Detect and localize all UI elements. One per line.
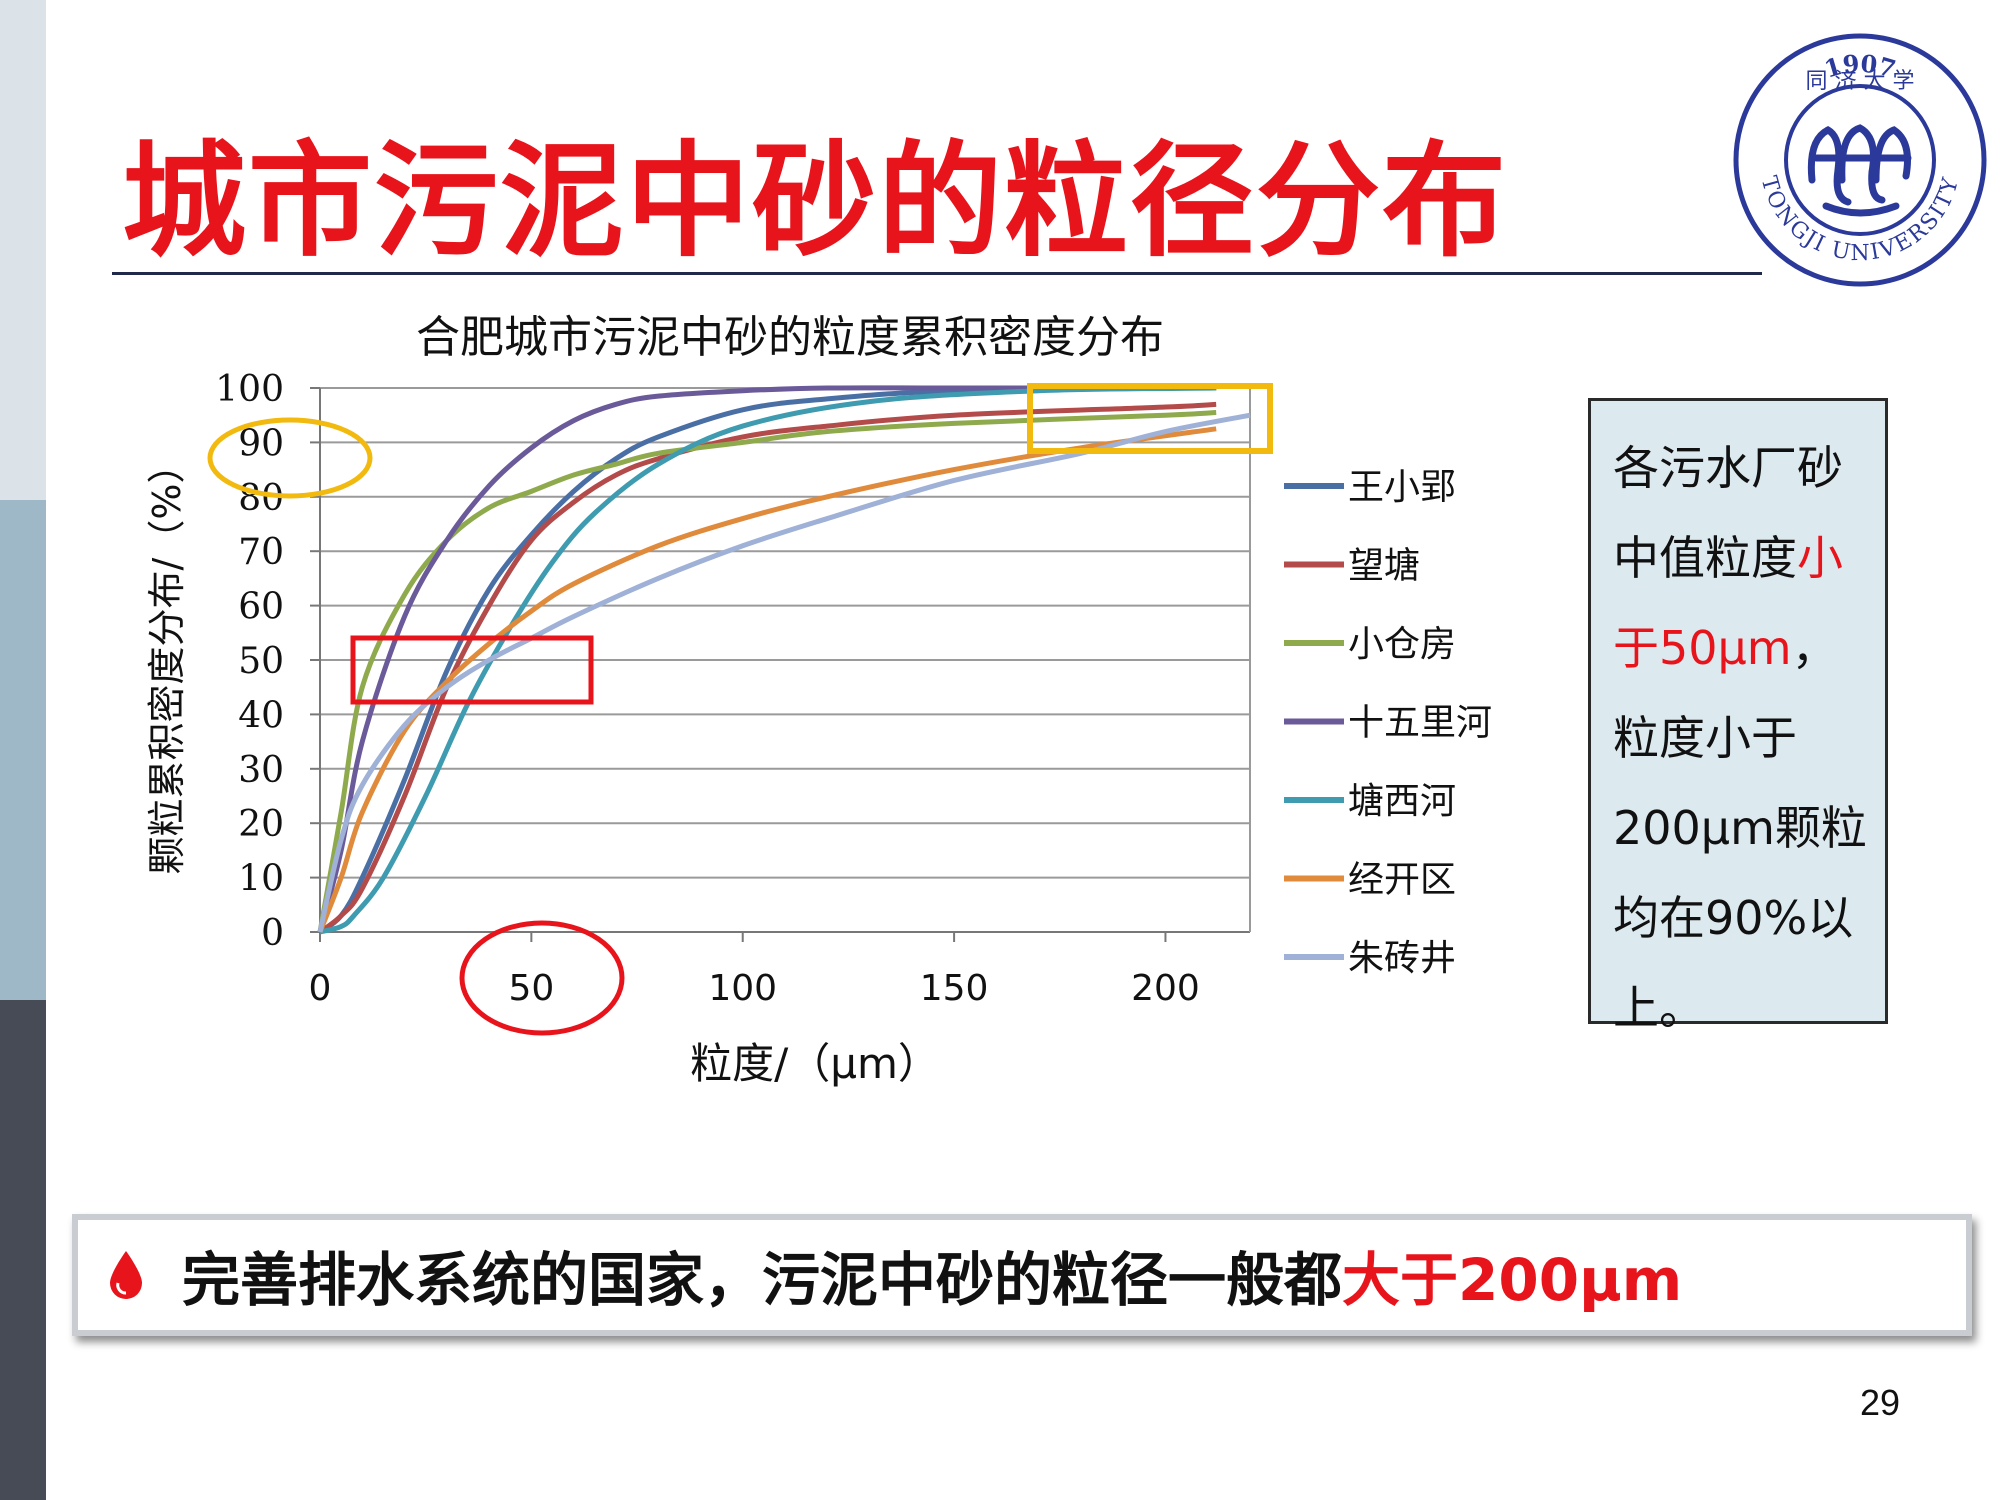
legend-label: 经开区	[1348, 860, 1456, 901]
note-text: 200μm颗粒	[1613, 801, 1867, 855]
side-strip-middle	[0, 500, 46, 1000]
highlight-box-200um	[1027, 383, 1273, 454]
highlight-box-50-percent	[350, 635, 594, 705]
legend-label: 十五里河	[1348, 703, 1492, 744]
side-strip-bottom	[0, 1000, 46, 1500]
series-line-4	[319, 385, 1217, 935]
x-axis-label: 粒度/（μm）	[690, 1039, 940, 1088]
title-rule	[112, 272, 1762, 275]
y-axis-label: 颗粒累积密度分布/（%）	[145, 446, 189, 875]
note-text: 上。	[1613, 981, 1705, 1035]
note-text: 均在90%以	[1613, 891, 1854, 945]
conclusion-banner: 完善排水系统的国家，污泥中砂的粒径一般都 大于200μm	[72, 1214, 1972, 1336]
banner-text: 完善排水系统的国家，污泥中砂的粒径一般都	[182, 1246, 1343, 1314]
series-line-5	[317, 426, 1217, 933]
y-tick-label: 10	[238, 859, 284, 900]
tongji-university-logo: 1907 TONGJI UNIVERSITY 同 济 大 学	[1733, 33, 1987, 287]
chart-title: 合肥城市污泥中砂的粒度累积密度分布	[416, 312, 1164, 363]
highlight-circle-50um	[459, 920, 625, 1036]
legend-label: 小仓房	[1348, 624, 1456, 665]
y-tick-label: 80	[238, 478, 284, 519]
note-line: 中值粒度小	[1613, 513, 1871, 603]
banner-highlight: 大于200μm	[1342, 1246, 1683, 1314]
series-line-2	[317, 409, 1217, 933]
highlight-ellipse-90-percent	[207, 417, 373, 499]
x-tick-label: 200	[1131, 968, 1200, 1009]
side-strip-top	[0, 0, 46, 500]
x-axis-ticks: 0 50 100 150 200	[309, 932, 1200, 1009]
note-line: 粒度小于	[1613, 693, 1871, 783]
series-line-0	[318, 385, 1217, 935]
red-drop-icon	[110, 1251, 142, 1299]
chart-gridlines	[320, 387, 1250, 879]
y-tick-label: 100	[215, 369, 284, 410]
y-axis-ticks: 0 10 20 30 40 50 60 70 80 90 100	[215, 369, 320, 954]
note-line: 上。	[1613, 963, 1871, 1053]
note-highlight: 小	[1797, 531, 1843, 585]
page-number: 29	[1859, 1382, 1900, 1423]
note-highlight: 于50μm	[1613, 621, 1792, 675]
note-box: 各污水厂砂 中值粒度小 于50μm， 粒度小于 200μm颗粒 均在90%以 上…	[1588, 398, 1888, 1035]
y-tick-label: 30	[238, 750, 284, 791]
x-tick-label: 50	[508, 968, 554, 1009]
series-line-3	[317, 385, 1217, 933]
y-tick-label: 50	[238, 641, 284, 682]
note-text: 各污水厂砂	[1613, 441, 1843, 495]
note-line: 各污水厂砂	[1613, 423, 1871, 513]
y-tick-label: 70	[238, 532, 284, 573]
legend-label: 望塘	[1348, 546, 1420, 587]
note-line: 均在90%以	[1613, 873, 1871, 963]
x-tick-label: 0	[309, 968, 332, 1009]
chart-series	[317, 385, 1251, 935]
note-text: 中值粒度	[1613, 531, 1797, 585]
y-tick-label: 40	[238, 695, 284, 736]
legend-label: 塘西河	[1348, 781, 1456, 822]
note-line: 200μm颗粒	[1613, 783, 1871, 873]
logo-emblem-icon	[1807, 124, 1912, 217]
series-line-1	[318, 401, 1217, 935]
note-text: 粒度小于	[1613, 711, 1797, 765]
logo-chinese-name: 同 济 大 学	[1806, 69, 1915, 94]
legend-label: 王小郢	[1348, 467, 1456, 508]
slide-title: 城市污泥中砂的粒径分布	[122, 130, 1509, 274]
x-tick-label: 100	[708, 968, 777, 1009]
note-text: ，	[1791, 621, 1838, 675]
y-tick-label: 90	[238, 423, 284, 464]
series-line-6	[317, 412, 1251, 933]
x-tick-label: 150	[920, 968, 989, 1009]
note-line: 于50μm，	[1613, 603, 1871, 693]
y-tick-label: 60	[238, 587, 284, 628]
legend-label: 朱砖井	[1348, 938, 1456, 979]
y-tick-label: 0	[261, 913, 284, 954]
y-tick-label: 20	[238, 804, 284, 845]
